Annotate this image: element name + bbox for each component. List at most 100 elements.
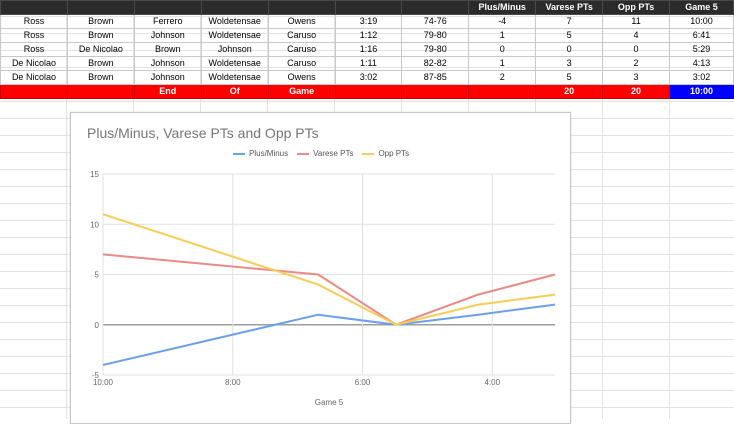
header-cell[interactable]: Plus/Minus — [468, 0, 537, 15]
table-cell[interactable]: Caruso — [267, 28, 336, 43]
table-cell[interactable]: Brown — [66, 14, 135, 29]
chart-legend: Plus/Minus Varese PTs Opp PTs — [233, 149, 409, 158]
table-cell[interactable]: Caruso — [267, 56, 336, 71]
table-cell[interactable]: 1 — [468, 56, 537, 71]
x-axis-title: Game 5 — [315, 398, 344, 407]
table-cell[interactable]: Brown — [66, 70, 135, 85]
table-cell[interactable]: De Nicolao — [0, 70, 68, 85]
table-cell[interactable]: Woldetensae — [200, 14, 269, 29]
table-cell[interactable]: 11 — [602, 14, 670, 29]
table-cell[interactable]: 3:02 — [334, 70, 403, 85]
table-cell[interactable]: 79-80 — [401, 42, 470, 57]
table-row: Ross Brown Ferrero Woldetensae Owens 3:19 74-7… — [0, 14, 734, 29]
table-cell[interactable]: Brown — [133, 42, 202, 57]
line-chart[interactable]: Plus/Minus, Varese PTs and Opp PTs Plus/… — [70, 112, 571, 424]
header-cell[interactable] — [401, 0, 470, 15]
table-cell[interactable]: 0 — [535, 42, 604, 57]
header-cell[interactable]: Varese PTs — [535, 0, 604, 15]
table-cell[interactable]: Game — [267, 84, 336, 99]
table-cell[interactable]: Ross — [0, 42, 68, 57]
header-cell[interactable]: Opp PTs — [602, 0, 670, 15]
table-cell[interactable]: 0 — [602, 42, 670, 57]
y-tick-label: 15 — [90, 170, 99, 179]
table-cell[interactable]: Of — [200, 84, 269, 99]
table-cell[interactable]: End — [133, 84, 202, 99]
table-cell[interactable]: 1:12 — [334, 28, 403, 43]
chart-plot-area: -5 0 5 10 15 10:00 8:00 6:00 4:00 Game 5 — [90, 170, 556, 407]
table-cell[interactable]: 79-80 — [401, 28, 470, 43]
series-line-plus-minus[interactable] — [102, 303, 556, 366]
table-cell[interactable]: 3 — [535, 56, 604, 71]
legend-swatch — [297, 152, 310, 155]
table-cell[interactable] — [334, 84, 403, 99]
legend-item-opp-pts: Opp PTs — [362, 149, 409, 158]
table-cell[interactable]: 5 — [535, 28, 604, 43]
table-cell[interactable]: 3:02 — [669, 70, 734, 85]
legend-label: Opp PTs — [378, 149, 410, 158]
table-cell[interactable]: Johnson — [133, 56, 202, 71]
table-cell[interactable]: Brown — [66, 28, 135, 43]
table-cell[interactable]: Owens — [267, 14, 336, 29]
table-cell[interactable]: Brown — [66, 56, 135, 71]
table-cell[interactable]: 1:11 — [334, 56, 403, 71]
header-cell[interactable] — [133, 0, 202, 15]
table-cell[interactable]: De Nicolao — [0, 56, 68, 71]
table-cell[interactable]: 6:41 — [669, 28, 734, 43]
header-cell[interactable] — [267, 0, 336, 15]
table-cell[interactable]: 5:29 — [669, 42, 734, 57]
table-cell[interactable]: 20 — [535, 84, 604, 99]
table-row: Ross Brown Johnson Woldetensae Caruso 1:12 79-… — [0, 28, 734, 43]
table-cell[interactable]: 1:16 — [334, 42, 403, 57]
header-cell[interactable] — [0, 0, 68, 15]
chart-title: Plus/Minus, Varese PTs and Opp PTs — [87, 125, 319, 141]
table-cell[interactable]: 1 — [468, 28, 537, 43]
table-cell[interactable]: Woldetensae — [200, 70, 269, 85]
table-cell[interactable]: 5 — [535, 70, 604, 85]
table-cell[interactable]: 3 — [602, 70, 670, 85]
legend-swatch — [362, 152, 375, 155]
table-cell[interactable]: 2 — [602, 56, 670, 71]
table-cell[interactable]: Ross — [0, 28, 68, 43]
table-cell[interactable]: -4 — [468, 14, 537, 29]
table-cell[interactable] — [468, 84, 537, 99]
x-tick-label: 10:00 — [93, 378, 114, 387]
table-cell[interactable]: Woldetensae — [200, 56, 269, 71]
table-cell[interactable]: Johnson — [200, 42, 269, 57]
legend-label: Plus/Minus — [249, 149, 289, 158]
header-cell[interactable] — [66, 0, 135, 15]
table-cell[interactable]: 10:00 — [669, 84, 734, 99]
table-cell[interactable]: 3:19 — [334, 14, 403, 29]
series-line-opp-pts[interactable] — [102, 213, 556, 326]
y-tick-label: 0 — [95, 321, 100, 330]
table-cell[interactable]: 2 — [468, 70, 537, 85]
table-cell[interactable] — [401, 84, 470, 99]
table-cell[interactable]: 4:13 — [669, 56, 734, 71]
table-cell[interactable]: 87-85 — [401, 70, 470, 85]
table-cell[interactable] — [66, 84, 135, 99]
table-cell[interactable]: 82-82 — [401, 56, 470, 71]
table-cell[interactable]: 10:00 — [669, 14, 734, 29]
table-cell[interactable] — [0, 84, 68, 99]
table-cell[interactable]: Johnson — [133, 28, 202, 43]
table-row: Ross De Nicolao Brown Johnson Caruso 1:16 79-8… — [0, 42, 734, 57]
header-cell[interactable] — [200, 0, 269, 15]
table-row: De Nicolao Brown Johnson Woldetensae Caruso 1… — [0, 56, 734, 71]
legend-item-plus-minus: Plus/Minus — [233, 149, 288, 158]
table-cell[interactable]: Woldetensae — [200, 28, 269, 43]
table-cell[interactable]: Owens — [267, 70, 336, 85]
table-cell[interactable]: Ferrero — [133, 14, 202, 29]
y-tick-label: 10 — [90, 220, 99, 229]
table-cell[interactable]: 0 — [468, 42, 537, 57]
header-cell[interactable]: Game 5 — [669, 0, 734, 15]
table-cell[interactable]: De Nicolao — [66, 42, 135, 57]
table-cell[interactable]: Caruso — [267, 42, 336, 57]
legend-item-varese-pts: Varese PTs — [297, 149, 353, 158]
table-cell[interactable]: 74-76 — [401, 14, 470, 29]
header-cell[interactable] — [334, 0, 403, 15]
table-row: De Nicolao Brown Johnson Woldetensae Owens 3:… — [0, 70, 734, 85]
table-cell[interactable]: Ross — [0, 14, 68, 29]
table-cell[interactable]: 7 — [535, 14, 604, 29]
table-cell[interactable]: 4 — [602, 28, 670, 43]
table-cell[interactable]: Johnson — [133, 70, 202, 85]
table-cell[interactable]: 20 — [602, 84, 670, 99]
